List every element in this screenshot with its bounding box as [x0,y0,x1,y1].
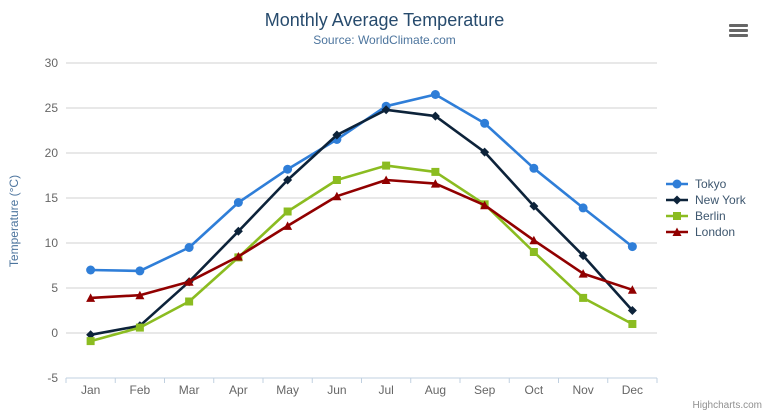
point-tokyo-mar[interactable] [184,243,194,252]
point-london-aug[interactable] [430,179,440,188]
point-tokyo-oct[interactable] [529,163,539,173]
y-axis-label: 15 [45,191,59,205]
x-axis-label: Mar [179,383,200,397]
square-marker-icon [666,212,688,220]
point-tokyo-feb[interactable] [135,266,145,276]
chart-subtitle: Source: WorldClimate.com [313,33,456,47]
point-london-feb[interactable] [135,290,145,300]
point-berlin-dec[interactable] [628,320,637,328]
y-axis-label: 25 [45,101,59,115]
highcharts-credit-link[interactable]: Highcharts.com [692,400,762,411]
point-berlin-feb[interactable] [135,323,144,332]
point-london-sep[interactable] [480,200,490,210]
legend-item-label: London [695,225,736,239]
diamond-marker-icon [666,195,688,205]
legend-item-london[interactable]: London [666,224,746,240]
point-berlin-jun[interactable] [332,176,341,184]
x-axis-label: Oct [525,383,544,397]
point-berlin-aug[interactable] [431,167,440,176]
point-new-york-jul[interactable] [381,105,391,115]
point-new-york-jun[interactable] [332,130,342,140]
point-berlin-may[interactable] [283,207,292,216]
x-axis-label: Aug [425,383,446,397]
point-new-york-aug[interactable] [430,111,440,121]
point-new-york-apr[interactable] [233,226,243,236]
legend-item-berlin[interactable]: Berlin [666,208,746,224]
point-tokyo-may[interactable] [283,164,293,174]
point-tokyo-sep[interactable] [480,118,490,128]
point-berlin-oct[interactable] [529,248,538,256]
point-london-may[interactable] [283,221,293,230]
hamburger-bar [729,33,748,37]
point-new-york-sep[interactable] [480,147,490,157]
hamburger-bar [729,23,748,27]
point-tokyo-aug[interactable] [430,90,440,99]
hamburger-bar [729,28,748,32]
point-berlin-jan[interactable] [86,337,95,346]
point-berlin-mar[interactable] [185,297,194,306]
point-new-york-jan[interactable] [86,330,96,340]
point-london-jan[interactable] [86,293,96,302]
legend-item-new-york[interactable]: New York [666,192,746,208]
y-axis-label: 5 [51,281,58,295]
circle-marker-icon [666,179,688,189]
x-axis-label: May [276,383,299,397]
y-axis-label: -5 [47,371,58,385]
point-london-dec[interactable] [627,285,637,294]
x-axis-label: Jun [327,383,346,397]
series-line-london [89,178,634,300]
point-london-apr[interactable] [233,252,243,261]
legend-item-label: New York [695,193,746,207]
point-london-jun[interactable] [332,191,342,201]
x-axis-label: Jul [378,383,393,397]
point-new-york-oct[interactable] [529,201,539,211]
series-line-berlin [89,164,634,343]
point-london-jul[interactable] [381,175,391,185]
point-tokyo-jan[interactable] [86,265,96,275]
point-london-oct[interactable] [529,235,539,245]
legend: Tokyo New York Berlin London [666,176,746,240]
x-axis-label: Jan [81,383,100,397]
y-axis-title: Temperature (°C) [7,174,21,268]
x-axis-label: Dec [622,383,643,397]
chart-title: Monthly Average Temperature [264,10,505,30]
y-axis-label: 10 [45,236,59,250]
y-axis-label: 20 [45,146,59,160]
legend-item-label: Tokyo [695,177,727,191]
legend-item-label: Berlin [695,209,726,223]
x-axis-label: Sep [474,383,496,397]
point-tokyo-dec[interactable] [627,242,637,252]
y-axis-label: 0 [51,326,58,340]
point-tokyo-nov[interactable] [578,203,588,213]
y-axis-label: 30 [45,56,59,70]
point-new-york-nov[interactable] [578,251,588,261]
x-axis-label: Nov [572,383,593,397]
export-menu-button[interactable] [727,21,751,39]
point-london-nov[interactable] [578,269,588,278]
series-line-new-york [89,108,634,337]
x-axis-label: Feb [130,383,151,397]
point-berlin-jul[interactable] [382,161,391,170]
point-new-york-dec[interactable] [627,306,637,315]
point-new-york-may[interactable] [283,175,293,185]
point-tokyo-apr[interactable] [233,198,243,207]
triangle-marker-icon [666,227,688,236]
point-london-mar[interactable] [184,277,194,286]
x-axis-label: Apr [229,383,248,397]
legend-item-tokyo[interactable]: Tokyo [666,176,746,192]
point-berlin-nov[interactable] [579,293,588,302]
